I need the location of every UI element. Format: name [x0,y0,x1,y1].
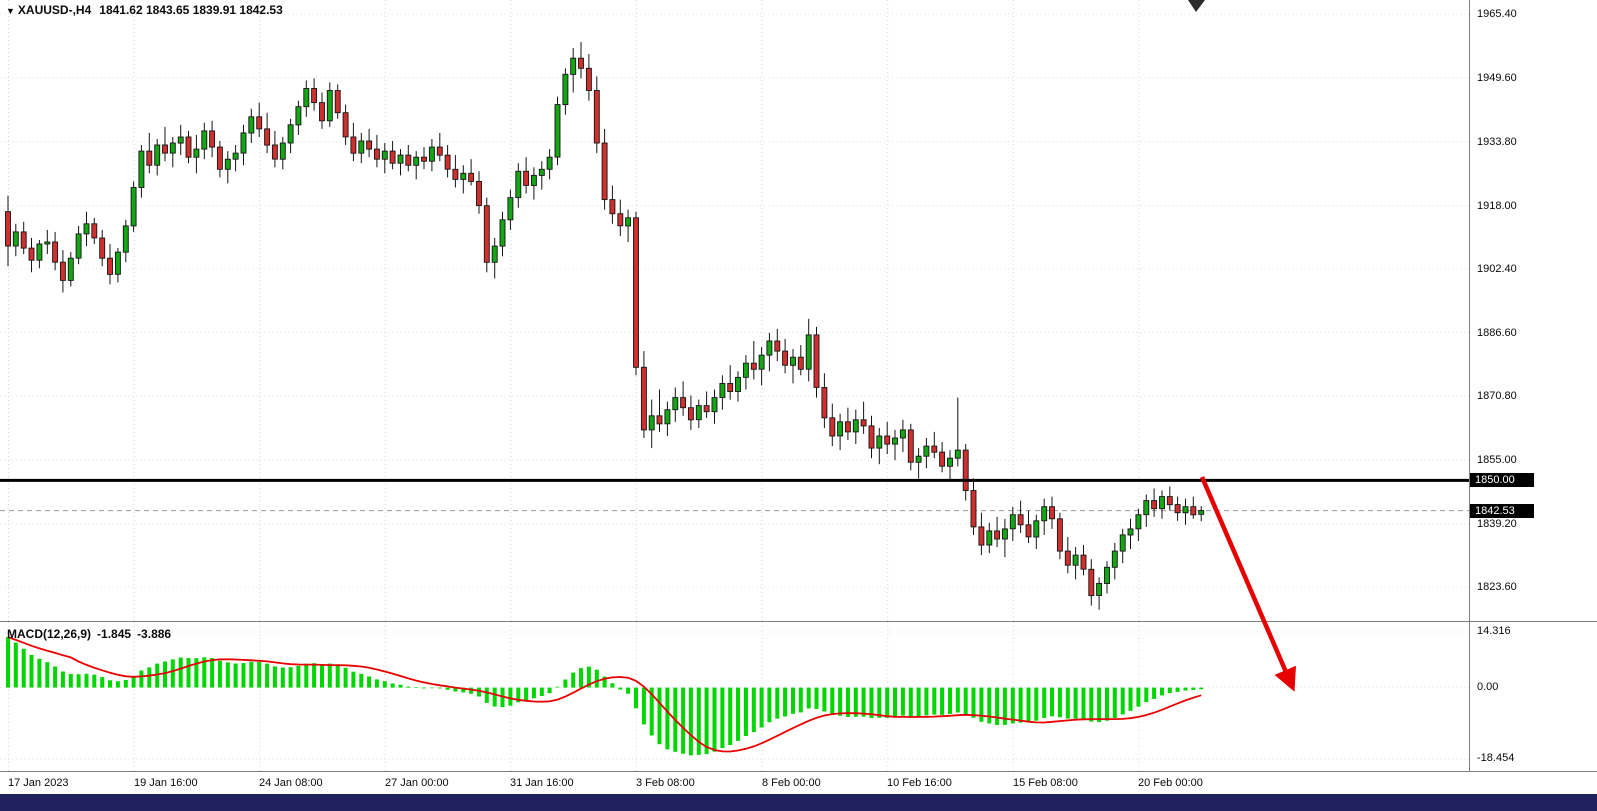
price-tick-label: 1870.80 [1477,390,1517,402]
time-tick-label: 31 Jan 16:00 [510,777,574,789]
macd-tick-label: -18.454 [1477,752,1515,764]
main-grid [0,0,1469,621]
price-tick-label: 1902.40 [1477,263,1517,275]
macd-main-value: -1.845 [97,627,132,641]
price-tick-label: 1918.00 [1477,200,1517,212]
time-tick-label: 10 Feb 16:00 [887,777,952,789]
macd-tick-label: 0.00 [1477,681,1499,693]
macd-label: MACD(12,26,9) [7,627,92,641]
bottom-dark-bar [0,794,1597,811]
symbol-period-label: XAUUSD-,H4 [17,3,92,17]
price-chart-canvas[interactable] [0,0,1469,621]
macd-histogram [6,637,1204,756]
macd-signal-line [7,636,1202,753]
macd-canvas[interactable] [0,622,1469,771]
bid-price-badge: 1842.53 [1470,504,1534,518]
time-tick-label: 3 Feb 08:00 [636,777,695,789]
price-tick-label: 1855.00 [1477,454,1517,466]
symbol-collapse-icon[interactable]: ▼ [6,6,15,16]
time-tick-label: 8 Feb 00:00 [762,777,821,789]
price-tick-label: 1949.60 [1477,72,1517,84]
macd-header: MACD(12,26,9) -1.845 -3.886 [7,627,177,641]
time-axis[interactable]: 17 Jan 2023 19 Jan 16:00 24 Jan 08:00 27 Ja… [0,771,1597,794]
macd-tick-label: 14.316 [1477,625,1511,637]
price-axis[interactable]: 1850.00 1842.53 1965.40 1949.60 1933.80 191… [1469,0,1597,771]
price-tick-label: 1823.60 [1477,581,1517,593]
time-tick-label: 27 Jan 00:00 [385,777,449,789]
price-tick-label: 1933.80 [1477,136,1517,148]
macd-signal-value: -3.886 [137,627,172,641]
macd-panel[interactable]: MACD(12,26,9) -1.845 -3.886 [0,621,1469,771]
price-tick-label: 1965.40 [1477,8,1517,20]
time-tick-label: 17 Jan 2023 [8,777,69,789]
time-tick-label: 20 Feb 00:00 [1138,777,1203,789]
hline-price-badge[interactable]: 1850.00 [1470,473,1534,487]
time-tick-label: 19 Jan 16:00 [134,777,198,789]
axis-panel-separator [1470,621,1597,622]
ohlc-values: 1841.62 1843.65 1839.91 1842.53 [99,3,283,17]
main-chart-panel[interactable]: ▼ XAUUSD-,H4 1841.62 1843.65 1839.91 1842.… [0,0,1469,621]
candlestick-series [5,42,1205,610]
price-tick-label: 1839.20 [1477,518,1517,530]
price-tick-label: 1886.60 [1477,327,1517,339]
chart-header: ▼ XAUUSD-,H4 1841.62 1843.65 1839.91 1842.… [6,3,283,17]
time-tick-label: 15 Feb 08:00 [1013,777,1078,789]
macd-grid [0,622,1469,771]
time-tick-label: 24 Jan 08:00 [259,777,323,789]
